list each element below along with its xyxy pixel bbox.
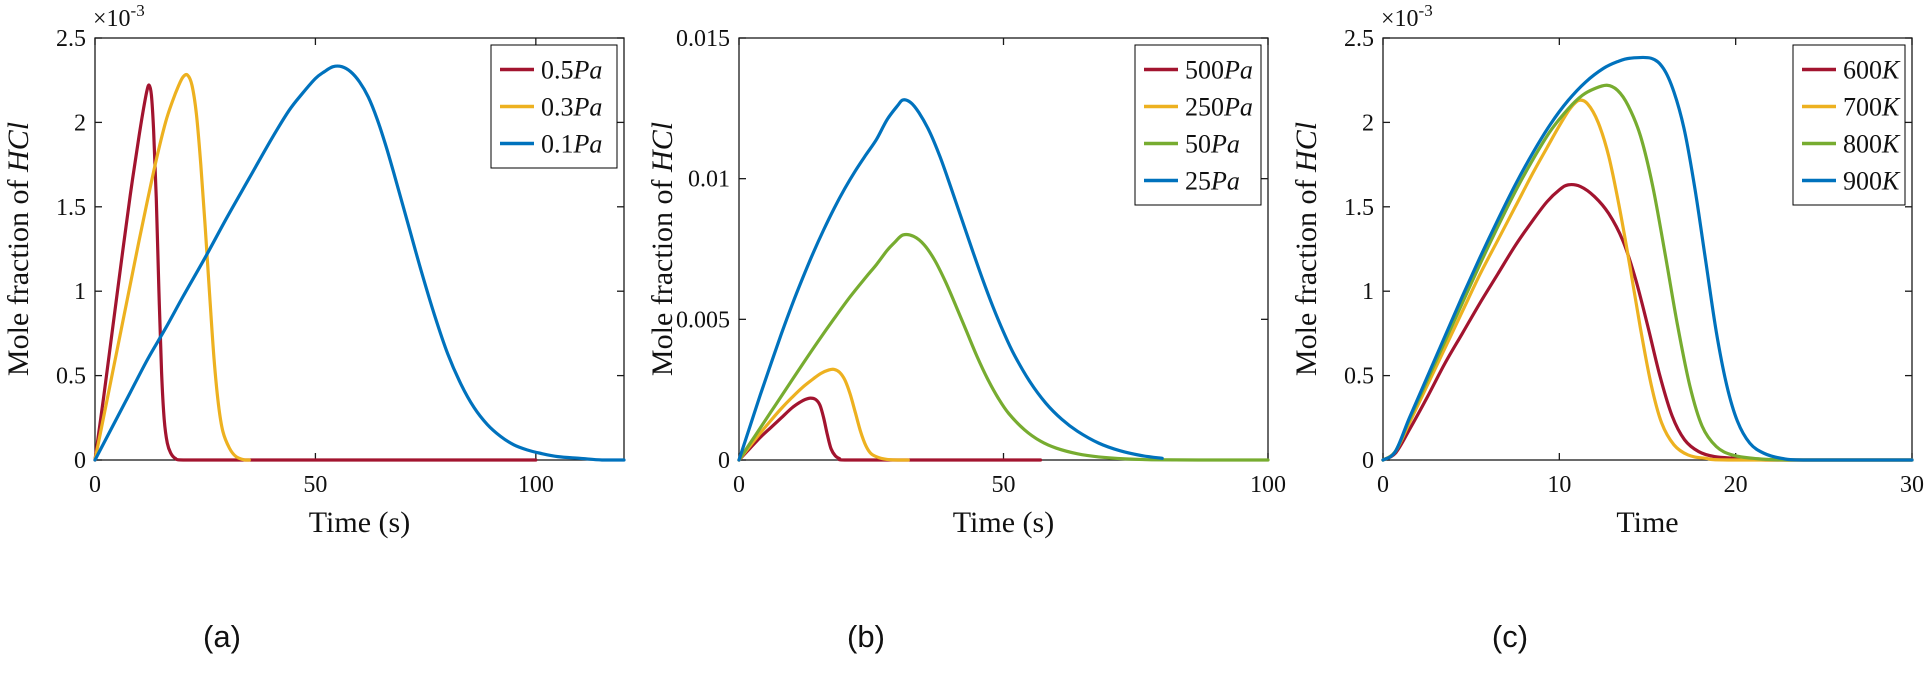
y-tick-label: 2.5	[56, 26, 86, 52]
y-tick-label: 2.5	[1344, 26, 1374, 52]
x-axis-label: Time (s)	[309, 506, 410, 539]
series-path-0.5Pa	[93, 83, 538, 462]
legend-label-25Pa: 25Pa	[1185, 167, 1240, 196]
y-tick-label: 0	[74, 448, 86, 474]
chart-a: 0 50 100 0 0.5 1 1.5 2 2.5 ×10-3 Time (s) Mole frac…	[0, 0, 644, 605]
chart-svg-b: 0 50 100 0 0.005 0.01 0.015 Time (s) Mole fracti…	[646, 26, 1286, 539]
legend: 0.5Pa 0.3Pa 0.1Pa	[490, 44, 618, 169]
series-path-25Pa	[737, 98, 1164, 462]
series-path-500Pa	[737, 396, 1043, 462]
y-tick-label: 0.005	[676, 307, 730, 333]
x-tick-label: 50	[992, 472, 1016, 498]
series-path-900K	[1381, 55, 1914, 462]
plot-box	[1382, 37, 1913, 461]
series-path-600K	[1381, 183, 1914, 462]
legend: 500Pa 250Pa 50Pa 25Pa	[1134, 44, 1262, 206]
legend-box	[1134, 44, 1262, 206]
series-path-700K	[1381, 98, 1914, 462]
x-tick-label: 50	[303, 472, 327, 498]
y-tick-label: 1.5	[1344, 195, 1374, 221]
legend-label-250Pa: 250Pa	[1185, 93, 1253, 122]
x-tick-label: 0	[733, 472, 745, 498]
caption-b: (b)	[847, 619, 885, 654]
legend-label-50Pa: 50Pa	[1185, 130, 1240, 159]
caption-a: (a)	[203, 619, 241, 654]
legend-label-900K: 900K	[1843, 167, 1901, 196]
y-exponent-label: ×10-3	[93, 1, 145, 32]
x-axis-label: Time	[1616, 506, 1678, 539]
x-tick-label: 0	[89, 472, 101, 498]
x-tick-label: 100	[518, 472, 554, 498]
y-axis-label: Mole fraction of HCl	[1290, 122, 1323, 376]
y-tick-label: 1	[74, 279, 86, 305]
panel-a: 0 50 100 0 0.5 1 1.5 2 2.5 ×10-3 Time (s) Mole frac…	[0, 0, 644, 690]
series-path-800K	[1381, 83, 1914, 462]
y-axis-label: Mole fraction of HCl	[646, 122, 679, 376]
legend-label-0.1Pa: 0.1Pa	[541, 130, 602, 159]
legend: 600K 700K 800K 900K	[1792, 44, 1906, 206]
y-tick-label: 0.015	[676, 26, 730, 52]
series-path-0.3Pa	[93, 72, 251, 462]
panel-c: 0 10 20 30 0 0.5 1 1.5 2 2.5 ×10-3 Time Mole fractio…	[1288, 0, 1932, 690]
caption-c: (c)	[1491, 619, 1529, 654]
x-tick-label: 100	[1250, 472, 1286, 498]
legend-label-0.3Pa: 0.3Pa	[541, 93, 602, 122]
x-tick-label: 0	[1377, 472, 1389, 498]
x-axis-label: Time (s)	[953, 506, 1054, 539]
panel-b: 0 50 100 0 0.005 0.01 0.015 Time (s) Mole fracti…	[644, 0, 1288, 690]
y-tick-label: 1.5	[56, 195, 86, 221]
series-path-0.1Pa	[93, 64, 626, 462]
legend-label-800K: 800K	[1843, 130, 1901, 159]
legend-label-600K: 600K	[1843, 56, 1901, 85]
x-tick-label: 10	[1547, 472, 1571, 498]
y-tick-label: 0	[1362, 448, 1374, 474]
y-tick-label: 2	[1362, 110, 1374, 136]
y-tick-label: 1	[1362, 279, 1374, 305]
chart-c: 0 10 20 30 0 0.5 1 1.5 2 2.5 ×10-3 Time Mole fractio…	[1288, 0, 1932, 605]
y-axis-label: Mole fraction of HCl	[2, 122, 35, 376]
chart-svg-c: 0 10 20 30 0 0.5 1 1.5 2 2.5 ×10-3 Time Mole fractio…	[1290, 1, 1924, 539]
y-tick-label: 0	[718, 448, 730, 474]
series-path-250Pa	[737, 367, 910, 462]
series-path-50Pa	[737, 232, 1270, 462]
chart-b: 0 50 100 0 0.005 0.01 0.015 Time (s) Mole fracti…	[644, 0, 1288, 605]
y-tick-label: 0.01	[688, 167, 730, 193]
y-exponent-label: ×10-3	[1381, 1, 1433, 32]
legend-label-500Pa: 500Pa	[1185, 56, 1253, 85]
legend-label-0.5Pa: 0.5Pa	[541, 56, 602, 85]
y-tick-label: 0.5	[1344, 364, 1374, 390]
x-tick-label: 30	[1900, 472, 1924, 498]
legend-label-700K: 700K	[1843, 93, 1901, 122]
y-tick-label: 2	[74, 110, 86, 136]
x-tick-label: 20	[1724, 472, 1748, 498]
legend-box	[1792, 44, 1906, 206]
y-tick-label: 0.5	[56, 364, 86, 390]
chart-svg-a: 0 50 100 0 0.5 1 1.5 2 2.5 ×10-3 Time (s) Mole frac…	[2, 1, 626, 539]
